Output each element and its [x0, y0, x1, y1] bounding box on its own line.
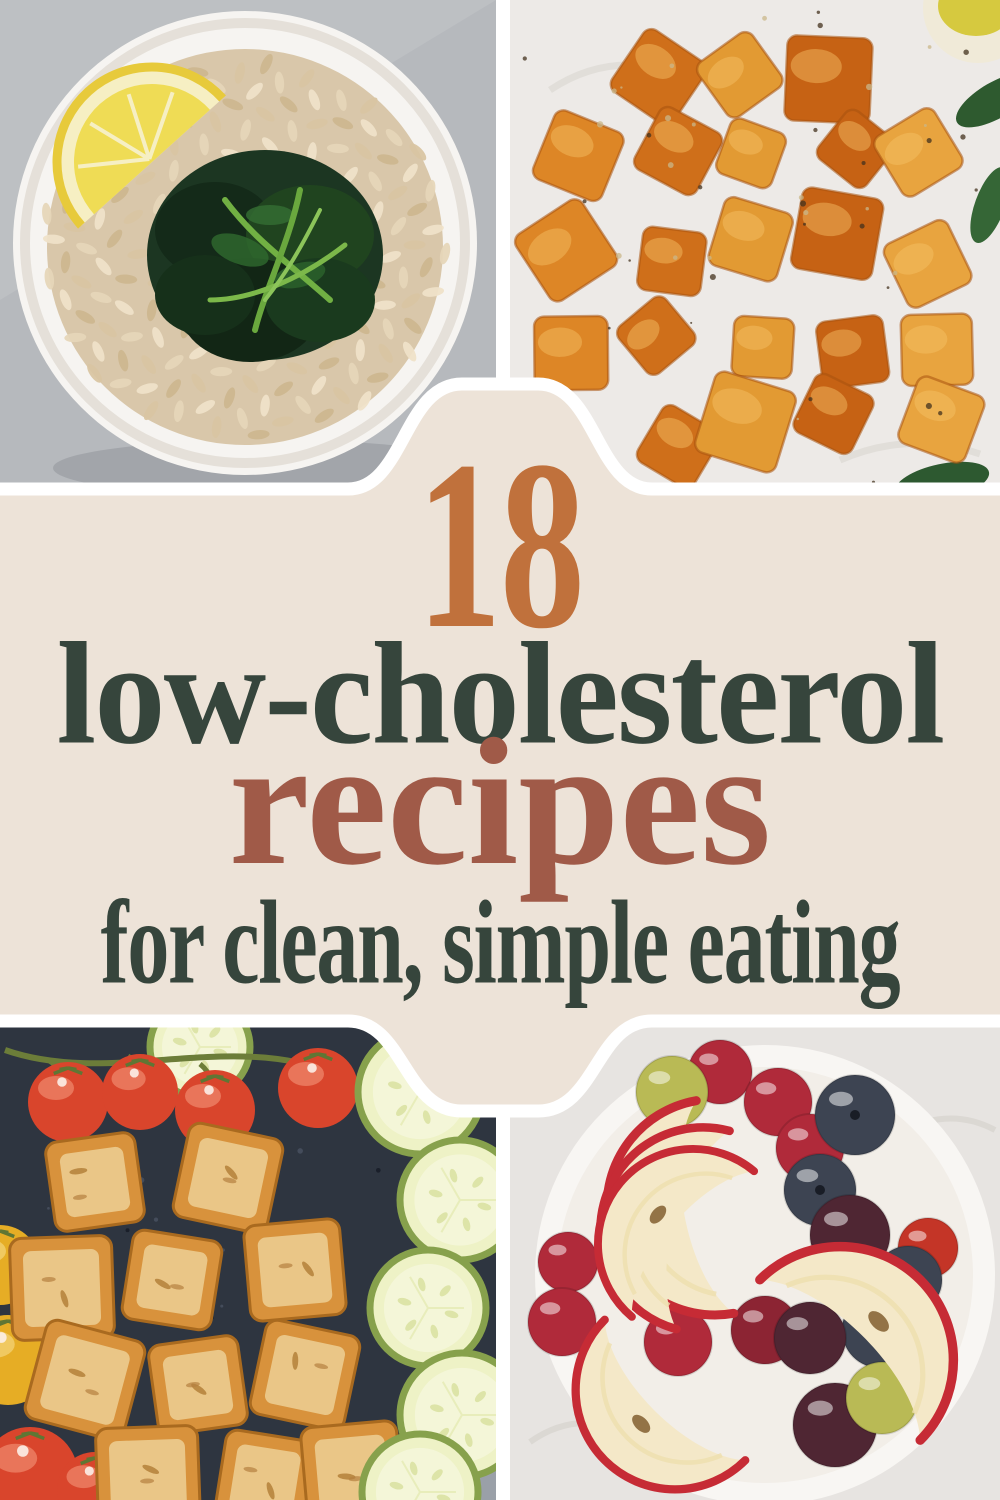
- count-text: 18: [0, 424, 1000, 665]
- photo-sweet-potato-cubes: [510, 0, 1000, 510]
- photo-tofu-sheet-pan: [0, 1012, 496, 1500]
- title-line-1: low-cholesterol: [56, 611, 945, 775]
- spinach-leaf: [956, 72, 1000, 128]
- title-line-2: recipes: [228, 702, 772, 903]
- count-number: 18: [416, 411, 585, 679]
- lemon-wedge: [52, 62, 226, 229]
- subtitle-text: for clean, simple eating: [100, 877, 901, 1010]
- photo-fruit-bowl: [510, 1012, 1000, 1500]
- spinach-mound: [147, 150, 383, 362]
